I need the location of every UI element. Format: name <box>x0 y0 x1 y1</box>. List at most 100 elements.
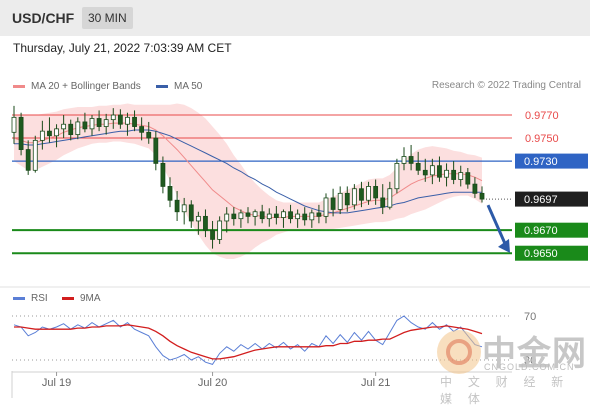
candle <box>146 121 152 144</box>
forecast-arrow-shaft <box>486 204 508 247</box>
candle <box>224 207 230 233</box>
candle <box>167 177 173 208</box>
candle-body-up <box>238 212 244 220</box>
watermark-logo-ring <box>446 339 472 365</box>
candle-body-up <box>394 162 400 190</box>
x-tick-label: Jul 19 <box>42 377 71 389</box>
candles <box>11 105 485 249</box>
candle-body-down <box>288 211 293 220</box>
candle-body-up <box>125 116 130 125</box>
candle-body-down <box>245 212 251 217</box>
candle <box>89 115 95 136</box>
candle-body-up <box>32 139 38 171</box>
candle-body-down <box>344 192 350 206</box>
rsi-level-label-70: 70 <box>524 311 536 323</box>
rsi-ma9-line <box>14 324 483 360</box>
candle <box>174 191 180 221</box>
candle-body-down <box>408 156 414 164</box>
last-price-label: 0.9697 <box>524 194 558 206</box>
candle <box>203 209 208 238</box>
candle <box>444 163 449 187</box>
candle-body-up <box>11 116 17 133</box>
level-badge-0.9670 <box>515 222 588 238</box>
ma9-label: 9MA <box>80 293 101 304</box>
watermark-name: 中金网 <box>482 334 587 374</box>
candle-body-down <box>210 229 215 240</box>
candle <box>380 184 386 215</box>
ma20-swatch <box>13 84 25 88</box>
candle-body-down <box>160 162 166 187</box>
interval-badge[interactable]: 30 MIN <box>82 7 133 29</box>
level-label-0.9750: 0.9750 <box>525 133 559 145</box>
candle <box>132 110 137 132</box>
watermark-url: CNGOLD.COM.CN <box>484 362 575 372</box>
level-label-0.9730: 0.9730 <box>524 156 558 168</box>
rsi-swatch <box>13 296 25 300</box>
candle <box>47 117 52 143</box>
candle-body-down <box>68 123 74 136</box>
watermark-logo-icon <box>437 330 481 374</box>
candle <box>472 177 478 198</box>
level-badge-0.9650 <box>515 245 588 261</box>
candle-body-up <box>195 215 201 222</box>
candle-body-up <box>295 213 301 220</box>
research-credit: Research © 2022 Trading Central <box>431 80 581 91</box>
forecast-arrow-head <box>498 238 510 253</box>
candle-body-up <box>387 188 393 208</box>
candle <box>316 204 322 224</box>
rsi-label: RSI <box>31 293 48 304</box>
candle-body-down <box>47 130 52 137</box>
candle <box>451 161 457 185</box>
candle <box>18 112 24 156</box>
candle <box>401 147 407 171</box>
candle-body-down <box>96 118 102 127</box>
candle-body-up <box>281 211 286 218</box>
candle <box>309 209 315 228</box>
candle-body-down <box>302 213 308 221</box>
candle <box>302 207 308 226</box>
candle-body-up <box>351 188 357 206</box>
symbol-label: USD/CHF <box>12 10 75 26</box>
candle <box>458 165 464 187</box>
candle-body-down <box>203 215 208 231</box>
candle-body-up <box>61 123 67 130</box>
candle <box>231 207 237 226</box>
candle-body-down <box>422 169 428 176</box>
candle <box>11 105 17 144</box>
candle <box>408 144 414 171</box>
candle <box>188 200 194 228</box>
candle-body-down <box>273 213 279 218</box>
candle <box>160 156 166 194</box>
candle <box>351 184 357 210</box>
legend-ma20: MA 20 + Bollinger Bands <box>13 80 141 94</box>
candle-body-up <box>75 121 81 136</box>
candle <box>429 158 435 185</box>
level-badge-0.9730 <box>515 153 588 169</box>
candle <box>366 181 371 205</box>
candle <box>288 204 293 224</box>
candle <box>422 158 428 182</box>
candle-body-down <box>465 172 471 185</box>
candle-body-down <box>167 186 173 201</box>
candle <box>125 112 130 136</box>
candle-body-up <box>181 204 187 213</box>
candle <box>153 131 159 171</box>
candle-body-up <box>110 114 116 121</box>
candle <box>103 113 109 135</box>
candle-body-down <box>153 137 159 164</box>
candle <box>394 158 400 194</box>
candle-body-down <box>472 183 478 194</box>
candle <box>139 117 145 141</box>
rsi-line <box>13 315 483 365</box>
candle-body-up <box>458 172 464 180</box>
candle <box>359 181 364 208</box>
level-label-0.9770: 0.9770 <box>525 110 559 122</box>
candle-body-down <box>117 114 123 125</box>
level-label-0.9650: 0.9650 <box>524 248 558 260</box>
timestamp: Thursday, July 21, 2022 7:03:39 AM CET <box>13 41 232 55</box>
candle-body-down <box>25 149 31 171</box>
candle-body-down <box>132 116 137 127</box>
candle-body-up <box>224 213 230 222</box>
bollinger-band <box>14 103 482 259</box>
